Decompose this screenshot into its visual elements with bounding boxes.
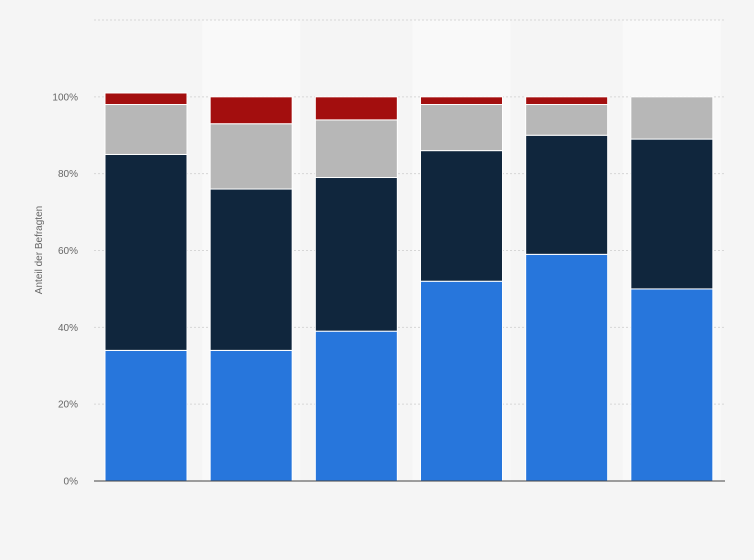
bar-segment-series-2[interactable] <box>209 188 293 351</box>
bar-segment-series-2[interactable] <box>630 138 714 290</box>
bar-segment-series-3[interactable] <box>209 123 293 190</box>
bar-segment-series-2[interactable] <box>104 153 188 351</box>
bar-segment-series-2[interactable] <box>420 150 503 282</box>
bar-segment-series-4[interactable] <box>420 96 503 106</box>
y-tick-label: 20% <box>58 400 78 411</box>
bar-segment-series-1[interactable] <box>209 349 293 482</box>
tick-labels: 0% 20% 40% 60% 80% 100% <box>52 92 78 487</box>
y-tick-label: 100% <box>52 92 78 103</box>
bar-segment-series-4[interactable] <box>314 96 398 121</box>
bar-segment-series-1[interactable] <box>420 280 503 482</box>
bar-segment-series-3[interactable] <box>630 96 714 140</box>
bar-segment-series-3[interactable] <box>420 104 503 152</box>
y-tick-label: 40% <box>58 323 78 334</box>
y-tick-label: 80% <box>58 169 78 180</box>
bar-segment-series-4[interactable] <box>209 96 293 125</box>
bar-segment-series-1[interactable] <box>630 288 714 482</box>
bar-segment-series-1[interactable] <box>314 330 398 482</box>
y-axis-title: Anteil der Befragten <box>34 206 45 294</box>
bar-segment-series-4[interactable] <box>104 92 188 106</box>
bar-segment-series-3[interactable] <box>314 119 398 179</box>
y-tick-label: 60% <box>58 246 78 257</box>
gridlines <box>94 19 725 405</box>
bar-segment-series-1[interactable] <box>525 253 609 482</box>
bar-segment-series-2[interactable] <box>314 177 398 332</box>
bar-segment-series-3[interactable] <box>525 104 609 136</box>
bar-segment-series-4[interactable] <box>525 96 609 106</box>
y-tick-label: 0% <box>64 477 79 488</box>
bar-segment-series-3[interactable] <box>104 104 188 155</box>
bar-segment-series-1[interactable] <box>104 349 188 482</box>
bars <box>104 92 714 482</box>
bar-segment-series-2[interactable] <box>525 134 609 255</box>
